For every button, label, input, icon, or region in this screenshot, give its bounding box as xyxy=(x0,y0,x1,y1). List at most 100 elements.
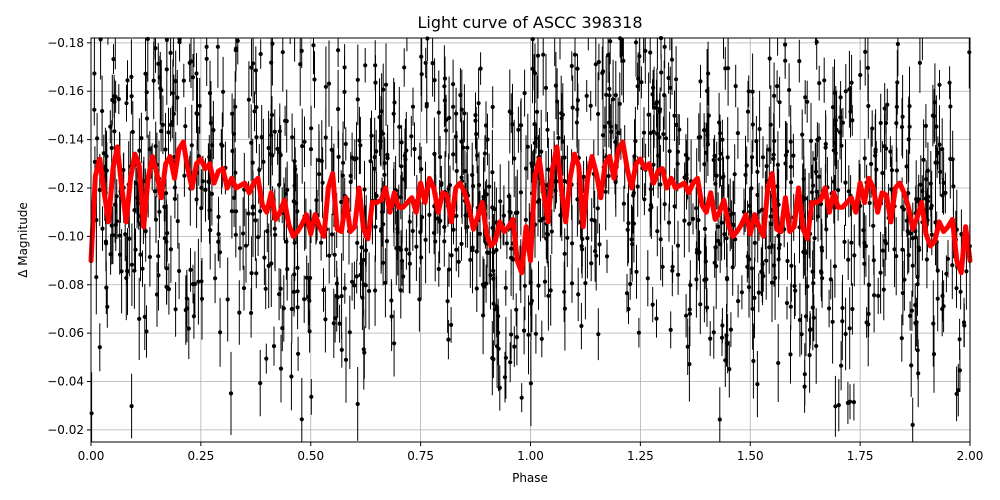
data-point xyxy=(456,259,461,264)
data-point xyxy=(295,289,300,294)
data-point xyxy=(641,130,647,135)
data-point xyxy=(817,81,822,86)
data-point xyxy=(636,330,642,335)
data-point xyxy=(621,201,627,206)
data-point xyxy=(894,121,899,126)
data-point xyxy=(535,199,541,204)
data-point xyxy=(225,297,230,302)
data-point xyxy=(760,262,765,267)
data-point xyxy=(516,127,521,132)
data-point xyxy=(283,118,288,123)
data-point xyxy=(889,187,894,192)
data-point xyxy=(379,109,384,114)
data-point xyxy=(803,95,808,100)
data-point xyxy=(484,281,489,286)
data-point xyxy=(104,154,109,159)
data-point xyxy=(608,124,613,129)
data-point xyxy=(266,145,271,151)
data-point xyxy=(207,208,212,213)
data-point xyxy=(403,157,408,162)
data-point xyxy=(881,287,886,292)
data-point xyxy=(683,152,689,157)
data-point xyxy=(459,241,464,246)
data-point xyxy=(849,240,854,245)
data-point xyxy=(257,167,262,173)
data-point xyxy=(705,142,711,147)
data-point xyxy=(767,245,772,250)
data-point xyxy=(863,244,869,249)
data-point xyxy=(596,332,601,337)
data-point xyxy=(635,84,640,89)
data-point xyxy=(474,249,479,254)
data-point xyxy=(910,236,915,241)
data-point xyxy=(296,351,301,356)
data-point xyxy=(935,296,940,301)
data-point xyxy=(343,141,348,147)
data-point xyxy=(909,363,914,368)
data-point xyxy=(272,129,277,134)
data-point xyxy=(882,106,887,111)
data-point xyxy=(165,231,170,236)
data-point xyxy=(892,247,897,252)
data-point xyxy=(624,291,630,296)
data-point xyxy=(725,155,730,160)
data-point xyxy=(254,271,259,276)
data-point xyxy=(183,308,188,313)
data-point xyxy=(423,237,428,242)
data-point xyxy=(847,399,853,404)
data-point xyxy=(100,108,105,114)
data-point xyxy=(123,232,128,237)
data-point xyxy=(675,161,680,166)
data-point xyxy=(865,65,871,70)
data-point xyxy=(502,375,508,380)
data-point xyxy=(589,217,594,222)
data-point xyxy=(814,39,819,45)
data-point xyxy=(935,160,940,165)
data-point xyxy=(746,285,752,290)
data-point xyxy=(382,161,387,166)
data-point xyxy=(842,239,847,244)
data-point xyxy=(331,321,336,326)
data-point xyxy=(906,137,911,142)
data-point xyxy=(720,323,725,328)
data-point xyxy=(453,134,458,139)
data-point xyxy=(451,104,456,109)
data-point xyxy=(662,44,667,50)
data-point xyxy=(940,147,945,152)
data-point xyxy=(704,150,709,155)
data-point xyxy=(646,112,651,117)
data-point xyxy=(232,195,237,200)
data-point xyxy=(114,219,120,224)
data-point xyxy=(144,329,149,334)
data-point xyxy=(880,170,885,176)
data-point xyxy=(534,109,540,114)
data-point xyxy=(473,113,478,118)
data-point xyxy=(838,115,843,120)
data-point xyxy=(162,204,167,209)
data-point xyxy=(461,145,466,150)
data-point xyxy=(484,192,489,197)
data-point xyxy=(259,135,264,140)
data-point xyxy=(506,194,511,199)
data-point xyxy=(473,118,478,123)
data-point xyxy=(783,161,788,166)
data-point xyxy=(529,298,535,303)
data-point xyxy=(661,132,666,137)
data-point xyxy=(556,135,561,140)
data-point xyxy=(278,286,283,291)
data-point xyxy=(104,241,109,246)
data-point xyxy=(895,80,900,85)
data-point xyxy=(309,394,314,399)
data-point xyxy=(668,85,673,90)
data-point xyxy=(576,292,581,297)
data-point xyxy=(802,384,807,389)
data-point xyxy=(377,115,382,120)
data-point xyxy=(462,169,467,174)
data-point xyxy=(358,272,363,278)
data-point xyxy=(233,170,238,175)
data-point xyxy=(334,294,339,299)
data-point xyxy=(773,275,778,280)
data-point xyxy=(626,221,631,226)
data-point xyxy=(285,187,290,192)
data-point xyxy=(831,179,836,184)
